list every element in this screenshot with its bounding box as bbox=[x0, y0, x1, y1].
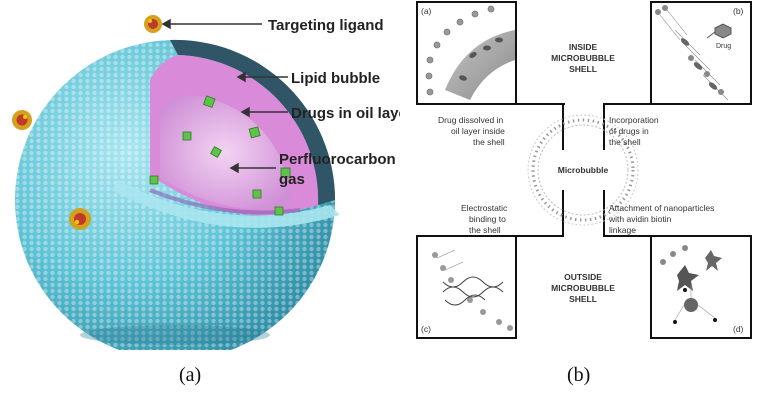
svg-text:with avidin biotin: with avidin biotin bbox=[608, 214, 672, 224]
label-perfluorocarbon-gas: gas bbox=[279, 171, 305, 188]
svg-text:SHELL: SHELL bbox=[569, 64, 597, 74]
box-d-illustration bbox=[660, 245, 722, 324]
svg-text:MICROBUBBLE: MICROBUBBLE bbox=[551, 283, 615, 293]
cross-frame bbox=[416, 1, 752, 339]
description-a: Drug dissolved in oil layer inside the s… bbox=[438, 115, 505, 147]
svg-text:SHELL: SHELL bbox=[569, 294, 597, 304]
inside-shell-label: INSIDE MICROBUBBLE SHELL bbox=[551, 42, 615, 74]
drug-particles bbox=[149, 95, 291, 216]
svg-text:of drugs in: of drugs in bbox=[609, 126, 649, 136]
label-lipid-bubble: Lipid bubble bbox=[291, 70, 380, 87]
drug-label: Drug bbox=[716, 43, 731, 50]
ligand-top bbox=[144, 15, 162, 33]
label-perfluorocarbon: Perfluorocarbon bbox=[279, 151, 396, 168]
targeting-ligand-icons bbox=[12, 15, 162, 230]
description-d: Attachment of nanoparticles with avidin … bbox=[608, 203, 714, 235]
svg-text:OUTSIDE: OUTSIDE bbox=[564, 272, 602, 282]
box-c-illustration bbox=[432, 249, 513, 331]
label-targeting-ligand: Targeting ligand bbox=[268, 17, 384, 34]
svg-text:Drug dissolved in: Drug dissolved in bbox=[438, 115, 503, 125]
tag-a: (a) bbox=[421, 6, 432, 16]
microbubble-label: Microbubble bbox=[558, 165, 609, 175]
tag-b: (b) bbox=[733, 6, 744, 16]
tag-c: (c) bbox=[421, 324, 431, 334]
label-drugs-in-oil-layer: Drugs in oil layer bbox=[291, 105, 400, 122]
ligand-left bbox=[12, 110, 32, 130]
ligand-bottom bbox=[69, 208, 91, 230]
box-a-illustration bbox=[425, 5, 515, 100]
svg-text:the shell: the shell bbox=[609, 137, 641, 147]
figure-a-microbubble-illustration: Targeting ligand Lipid bubble Drugs in o… bbox=[12, 15, 400, 350]
svg-text:the shell: the shell bbox=[469, 225, 501, 235]
label-arrows bbox=[161, 18, 288, 174]
svg-text:Electrostatic: Electrostatic bbox=[461, 203, 508, 213]
drug-marker: Drug bbox=[706, 23, 732, 50]
svg-text:binding to: binding to bbox=[469, 214, 506, 224]
caption-b: (b) bbox=[567, 364, 591, 386]
caption-a: (a) bbox=[179, 364, 202, 386]
microbubble-center bbox=[527, 114, 639, 226]
svg-text:linkage: linkage bbox=[609, 225, 636, 235]
svg-text:Incorporation: Incorporation bbox=[609, 115, 659, 125]
description-b: Incorporation of drugs in the shell bbox=[609, 115, 659, 147]
cutaway-section bbox=[112, 39, 340, 228]
description-c: Electrostatic binding to the shell bbox=[461, 203, 508, 235]
svg-text:MICROBUBBLE: MICROBUBBLE bbox=[551, 53, 615, 63]
svg-text:Attachment of nanoparticles: Attachment of nanoparticles bbox=[609, 203, 714, 213]
figure-b-drug-loading-schematic: (a) (b) (c) (d) bbox=[416, 1, 752, 339]
tag-d: (d) bbox=[733, 324, 744, 334]
outside-shell-label: OUTSIDE MICROBUBBLE SHELL bbox=[551, 272, 615, 304]
box-b-illustration: Drug bbox=[655, 5, 732, 101]
svg-text:the shell: the shell bbox=[473, 137, 505, 147]
svg-text:oil layer inside: oil layer inside bbox=[451, 126, 505, 136]
svg-text:INSIDE: INSIDE bbox=[569, 42, 598, 52]
